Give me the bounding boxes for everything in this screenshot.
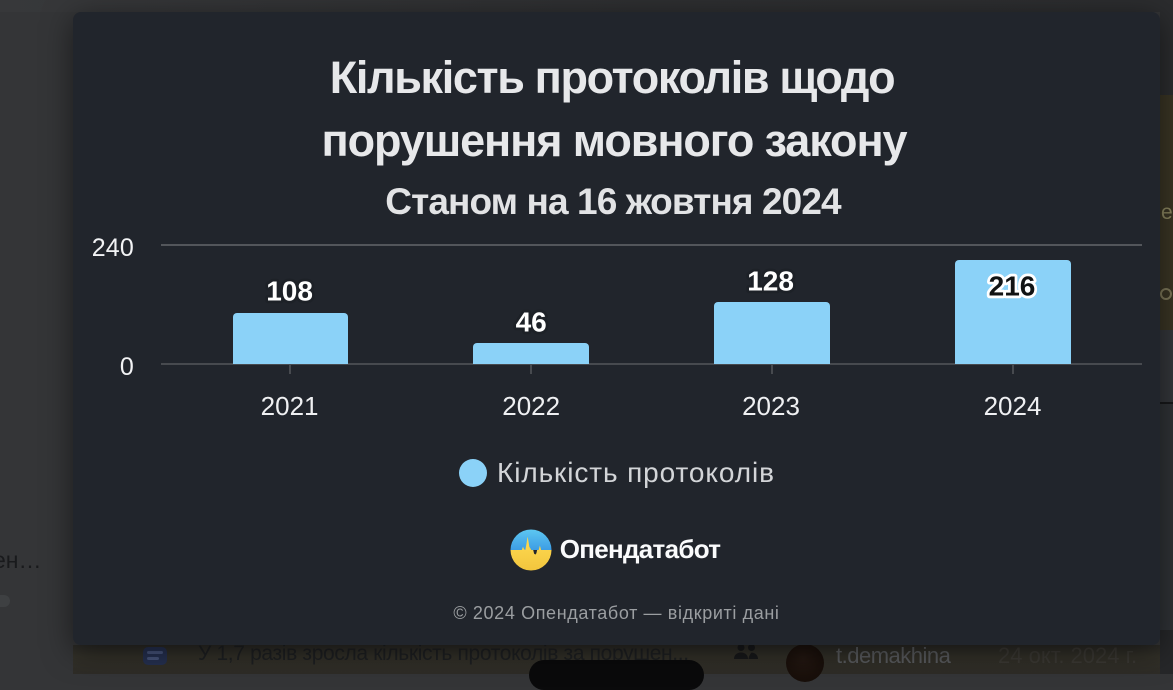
- svg-text:128: 128: [747, 266, 794, 297]
- svg-text:108: 108: [266, 276, 313, 307]
- svg-text:216: 216: [989, 271, 1036, 302]
- svg-text:46: 46: [516, 307, 547, 338]
